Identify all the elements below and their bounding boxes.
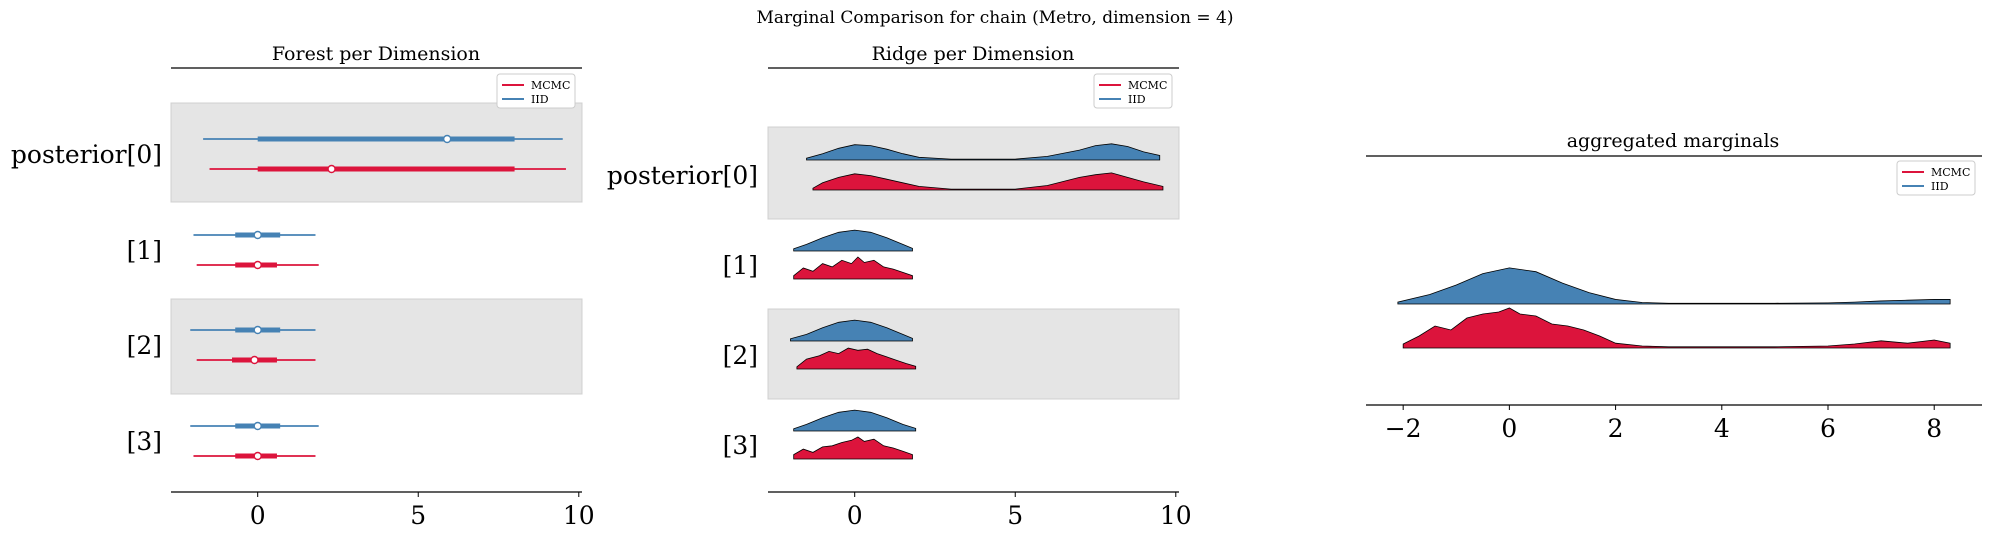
ridge-density-mcmc (812, 172, 1164, 191)
ridge-row-labels: posterior[0] [1] [2] [3] (607, 161, 758, 460)
x-tick-label: 10 (1160, 501, 1192, 530)
legend-label: IID (1931, 180, 1949, 193)
legend-label: IID (531, 93, 549, 106)
row-label: [1] (127, 236, 162, 265)
ridge-panel-title: Ridge per Dimension (872, 43, 1075, 65)
ridge-marks (790, 143, 1164, 460)
legend-label: IID (1128, 93, 1146, 106)
ridge-density-mcmc (796, 347, 917, 370)
x-tick-label: 4 (1714, 414, 1730, 443)
x-tick-label: 5 (1007, 501, 1023, 530)
row-label: posterior[0] (11, 140, 162, 169)
forest-bands (170, 102, 583, 395)
aggregated-marks (1397, 267, 1951, 349)
figure-title: Marginal Comparison for chain (Metro, di… (756, 8, 1233, 28)
forest-marks (190, 134, 566, 461)
legend-label: MCMC (1128, 79, 1167, 92)
x-tick-label: 8 (1926, 414, 1942, 443)
ridge-density-mcmc (793, 436, 913, 460)
row-label: [1] (723, 251, 758, 280)
ridge-density-mcmc (793, 256, 913, 280)
x-tick-label: 10 (563, 501, 595, 530)
x-tick-label: 0 (1501, 414, 1517, 443)
aggregated-density-mcmc (1402, 307, 1951, 349)
ridge-density-iid (793, 409, 917, 432)
aggregated-panel-title: aggregated marginals (1567, 130, 1780, 152)
ridge-density-iid (793, 229, 913, 252)
row-label: [3] (127, 427, 162, 456)
aggregated-x-ticks: −2 0 2 4 6 8 (1385, 405, 1942, 443)
legend-label: MCMC (531, 79, 570, 92)
x-tick-label: 0 (250, 501, 266, 530)
x-tick-label: −2 (1385, 414, 1422, 443)
point-estimate-iid (253, 230, 262, 240)
point-estimate-mcmc (327, 164, 336, 174)
point-estimate-iid (442, 134, 452, 144)
forest-row-labels: posterior[0] [1] [2] [3] (11, 140, 162, 456)
point-estimate-iid (253, 325, 262, 335)
point-estimate-mcmc (253, 451, 262, 461)
row-label: [3] (723, 431, 758, 460)
point-estimate-mcmc (250, 355, 259, 365)
x-tick-label: 0 (847, 501, 863, 530)
x-tick-label: 2 (1608, 414, 1624, 443)
forest-x-ticks: 0 5 10 (250, 492, 595, 530)
forest-panel: Forest per Dimension posterior[0] [1] [2] [… (11, 43, 595, 530)
point-estimate-iid (253, 421, 262, 431)
row-label: posterior[0] (607, 161, 758, 190)
x-tick-label: 6 (1820, 414, 1836, 443)
ridge-density-iid (806, 143, 1161, 161)
forest-panel-title: Forest per Dimension (272, 43, 480, 65)
row-band (767, 126, 1180, 220)
ridge-x-ticks: 0 5 10 (847, 492, 1192, 530)
legend-label: MCMC (1931, 166, 1970, 179)
row-band (170, 298, 583, 395)
row-label: [2] (127, 331, 162, 360)
ridge-density-iid (790, 319, 913, 342)
point-estimate-mcmc (253, 260, 262, 270)
ridge-panel: Ridge per Dimension posterior[0] [1] [2] [3… (607, 43, 1192, 530)
x-tick-label: 5 (410, 501, 426, 530)
row-band (170, 102, 583, 203)
aggregated-density-iid (1397, 267, 1951, 305)
row-label: [2] (723, 341, 758, 370)
